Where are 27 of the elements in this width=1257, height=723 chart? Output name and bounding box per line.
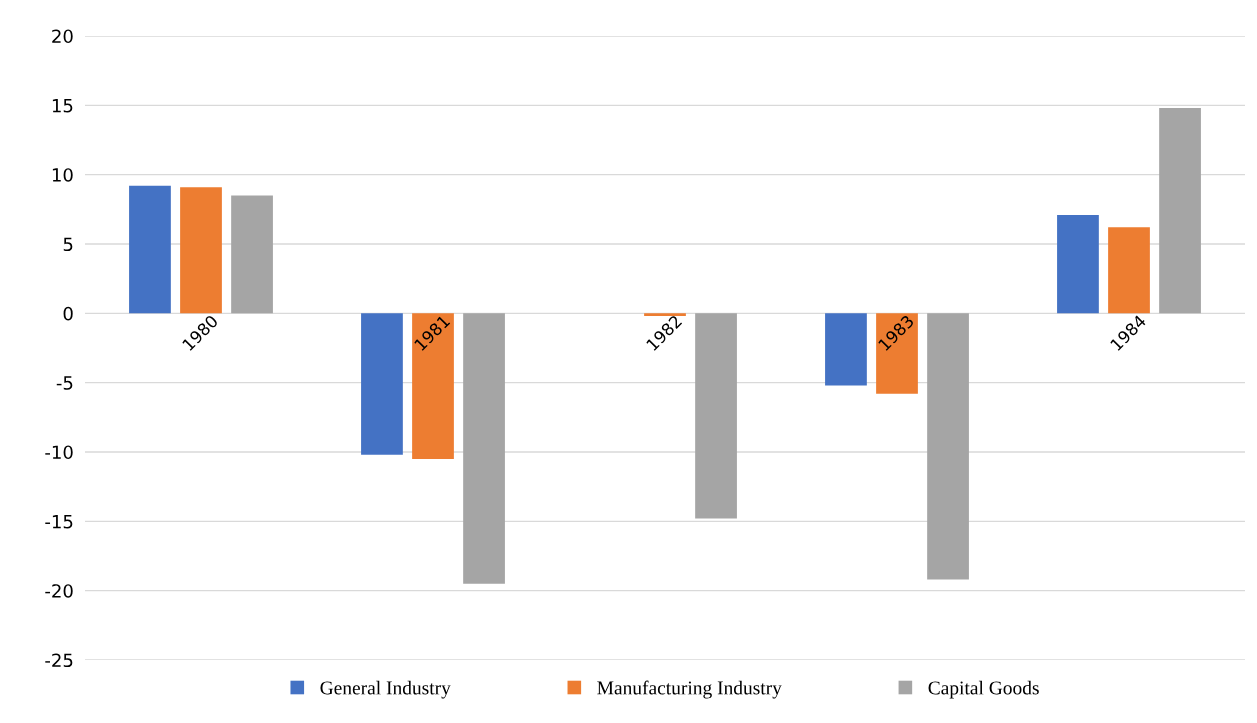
y-tick-label: -25 <box>45 653 73 668</box>
bar <box>1057 214 1099 314</box>
bar <box>180 187 222 314</box>
bar <box>927 313 969 580</box>
bar <box>412 313 454 459</box>
bar <box>695 313 737 519</box>
y-tick-label: -20 <box>45 584 73 598</box>
y-tick-label: 20 <box>52 29 73 44</box>
bar <box>361 313 403 455</box>
bar <box>644 313 686 317</box>
legend-label: Capital Goods <box>928 680 1039 699</box>
y-tick-label: -15 <box>45 515 73 529</box>
y-tick-label: 15 <box>52 99 73 113</box>
legend-label: General Industry <box>320 680 451 699</box>
legend-label: Manufacturing Industry <box>597 680 782 699</box>
bar <box>876 313 918 394</box>
bar <box>825 313 867 386</box>
bar <box>1159 108 1201 314</box>
y-tick-label: 0 <box>63 306 73 321</box>
bar <box>463 313 505 584</box>
y-tick-label: 5 <box>63 237 73 252</box>
y-tick-label: -5 <box>56 376 73 390</box>
y-tick-label: -10 <box>45 445 73 460</box>
bar <box>231 195 273 314</box>
bar <box>129 185 171 314</box>
bar <box>1108 227 1150 314</box>
y-tick-label: 10 <box>52 168 73 182</box>
